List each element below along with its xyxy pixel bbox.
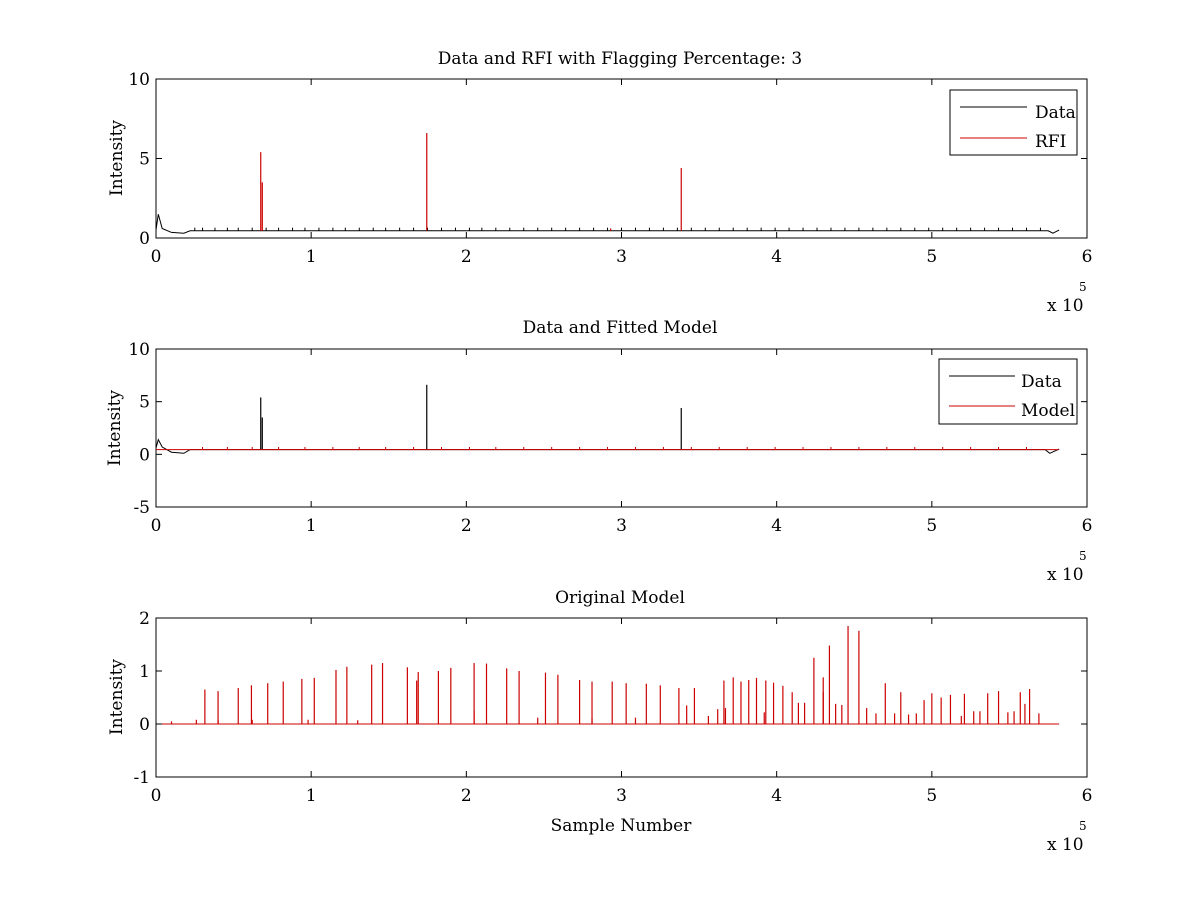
x-tick-label: 3 (616, 516, 627, 536)
panel-3-x-multiplier: x 10 (1047, 835, 1084, 855)
x-tick-label: 4 (771, 516, 782, 536)
panel-3-x-multiplier-exponent: 5 (1079, 819, 1087, 833)
x-tick-label: 2 (461, 247, 472, 267)
series-data (155, 214, 1060, 234)
panel-2-x-multiplier-exponent: 5 (1079, 549, 1087, 563)
x-tick-label: 3 (616, 786, 627, 806)
x-tick-label: 0 (151, 516, 162, 536)
x-tick-label: 4 (771, 247, 782, 267)
panel-1-title: Data and RFI with Flagging Percentage: 3 (438, 49, 802, 69)
panel-1-legend-rfi-label: RFI (1035, 132, 1066, 152)
panel-1-x-multiplier-exponent: 5 (1079, 280, 1087, 294)
x-tick-label: 1 (306, 516, 317, 536)
panel-1-ticks: 0 1 2 3 4 5 6 0 5 10 (128, 70, 1092, 267)
y-tick-label: -5 (133, 498, 150, 518)
series-line (155, 214, 1060, 234)
series-rfi (260, 133, 682, 231)
panel-1-legend: Data RFI (949, 89, 1078, 156)
y-tick-label: 5 (139, 150, 150, 170)
series-model (156, 446, 1060, 451)
x-tick-label: 0 (151, 247, 162, 267)
y-tick-label: 2 (139, 609, 150, 629)
y-tick-label: 0 (139, 715, 150, 735)
y-tick-label: 1 (139, 662, 150, 682)
x-tick-label: 3 (616, 247, 627, 267)
panel-1-legend-data-label: Data (1035, 103, 1076, 123)
x-tick-label: 6 (1082, 516, 1093, 536)
panel-3-axes (155, 617, 1088, 778)
x-tick-label: 1 (306, 786, 317, 806)
panel-3-title: Original Model (555, 588, 685, 608)
y-tick-label: -1 (133, 768, 150, 788)
y-tick-label: 10 (128, 70, 150, 90)
series-line (155, 438, 1060, 454)
panel-1-axes (155, 78, 1088, 239)
x-tick-label: 0 (151, 786, 162, 806)
y-tick-label: 0 (139, 229, 150, 249)
x-tick-label: 5 (926, 786, 937, 806)
series-data (155, 384, 1060, 454)
panel-2-legend-data-label: Data (1021, 372, 1062, 392)
panel-1-legend-box (949, 89, 1078, 156)
panel-2-title: Data and Fitted Model (523, 318, 718, 338)
y-tick-label: 5 (139, 393, 150, 413)
x-tick-label: 5 (926, 247, 937, 267)
x-tick-label: 6 (1082, 786, 1093, 806)
panel-2-legend-box (938, 358, 1078, 425)
x-tick-label: 4 (771, 786, 782, 806)
y-tick-label: 10 (128, 340, 150, 360)
panel-2-legend: Data Model (938, 358, 1078, 425)
panel-3-xlabel: Sample Number (551, 816, 693, 836)
x-tick-label: 1 (306, 247, 317, 267)
panel-2-plot-area (155, 384, 1060, 454)
panel-2-axes (155, 348, 1088, 508)
panel-3-ylabel: Intensity (107, 659, 127, 735)
panel-2-legend-model-label: Model (1021, 401, 1075, 421)
x-tick-label: 5 (926, 516, 937, 536)
panel-2-ylabel: Intensity (105, 390, 125, 466)
series-model (156, 625, 1060, 725)
panel-1-plot-area (155, 133, 1060, 234)
panel-1-ylabel: Intensity (107, 120, 127, 196)
y-tick-label: 0 (139, 445, 150, 465)
panel-1-x-multiplier: x 10 (1047, 296, 1084, 316)
panel-3-plot-area (156, 625, 1060, 725)
x-tick-label: 6 (1082, 247, 1093, 267)
x-tick-label: 2 (461, 786, 472, 806)
x-tick-label: 2 (461, 516, 472, 536)
panel-1: Data and RFI with Flagging Percentage: 3… (107, 49, 1092, 316)
panel-2-x-multiplier: x 10 (1047, 565, 1084, 585)
